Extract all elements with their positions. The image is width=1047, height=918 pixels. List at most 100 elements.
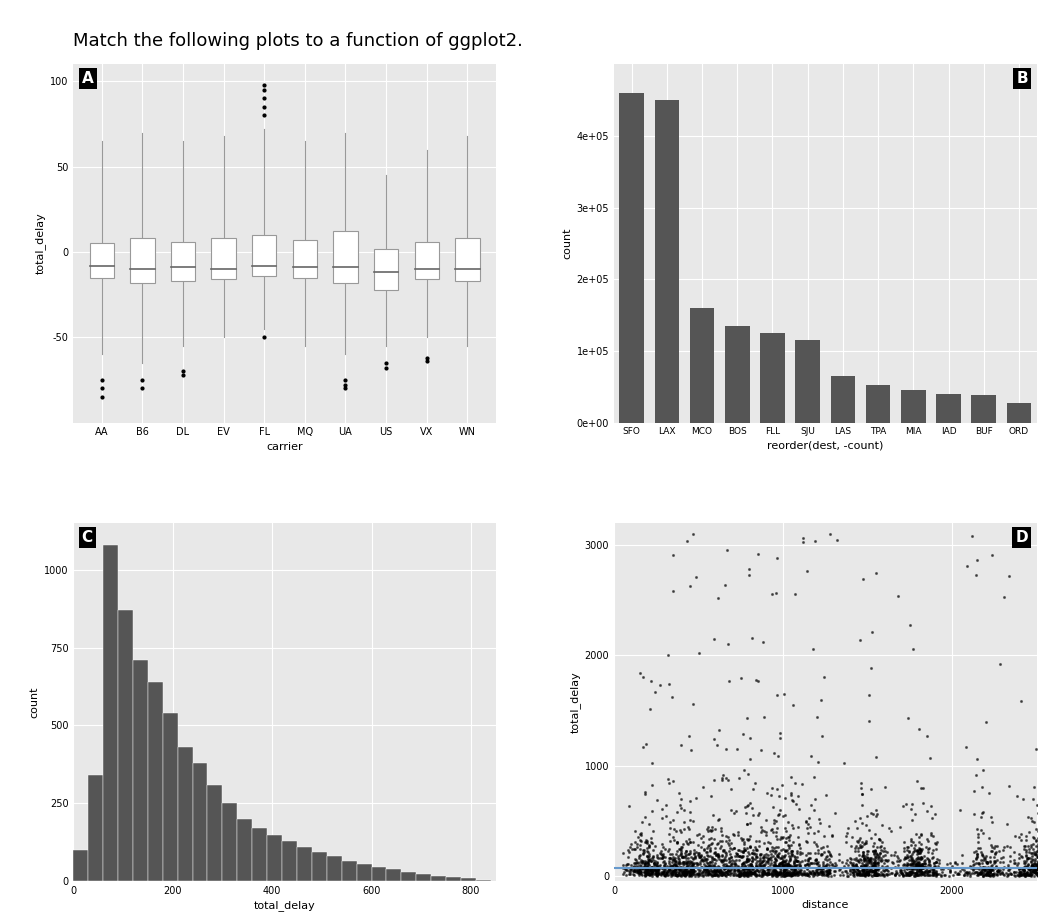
Point — [678, 856, 695, 870]
Point — [622, 865, 639, 879]
Point — [779, 843, 796, 857]
Point — [875, 844, 892, 858]
Point — [925, 867, 941, 881]
Point — [1016, 865, 1032, 879]
Point — [937, 868, 954, 882]
Point — [1033, 866, 1047, 880]
Point — [814, 865, 830, 879]
Point — [913, 866, 930, 880]
Point — [1025, 860, 1042, 875]
Point — [1041, 865, 1047, 879]
Point — [896, 865, 913, 879]
Point — [896, 849, 913, 864]
Point — [682, 861, 698, 876]
Point — [898, 866, 915, 880]
Point — [1029, 842, 1046, 856]
Point — [905, 845, 921, 859]
Point — [741, 866, 758, 880]
Point — [1035, 829, 1047, 844]
Bar — [207, 785, 222, 881]
Point — [661, 854, 677, 868]
Point — [799, 867, 816, 881]
Point — [654, 849, 671, 864]
Point — [1022, 865, 1039, 879]
Point — [864, 865, 881, 879]
Point — [687, 864, 704, 879]
Point — [658, 868, 674, 882]
Point — [692, 859, 709, 874]
Point — [783, 844, 800, 858]
Point — [849, 863, 866, 878]
Point — [722, 849, 739, 864]
Point — [980, 861, 997, 876]
Point — [661, 859, 677, 874]
Point — [786, 867, 803, 881]
Point — [760, 866, 777, 880]
Point — [757, 867, 774, 881]
Point — [776, 847, 793, 862]
Point — [654, 866, 671, 880]
Point — [1039, 856, 1047, 870]
Point — [935, 861, 952, 876]
Point — [1015, 867, 1031, 881]
Point — [642, 862, 659, 877]
Point — [983, 861, 1000, 876]
Point — [626, 834, 643, 849]
Point — [667, 861, 684, 876]
Point — [867, 851, 884, 866]
Point — [770, 808, 786, 823]
Point — [727, 856, 743, 870]
Point — [626, 842, 643, 856]
Point — [843, 829, 860, 844]
Point — [854, 860, 871, 875]
Point — [1000, 859, 1017, 874]
Point — [988, 864, 1005, 879]
Point — [713, 865, 730, 879]
Point — [660, 868, 676, 882]
Point — [1026, 779, 1043, 794]
Point — [859, 857, 875, 872]
Point — [744, 859, 761, 874]
Point — [685, 862, 701, 877]
Point — [906, 841, 922, 856]
Point — [777, 855, 794, 869]
Point — [668, 860, 685, 875]
Point — [1032, 859, 1047, 874]
Point — [649, 868, 666, 882]
Point — [729, 846, 745, 861]
Point — [718, 858, 735, 873]
Point — [763, 840, 780, 855]
Point — [1022, 840, 1039, 855]
Point — [1033, 862, 1047, 877]
Point — [672, 845, 689, 860]
Point — [1043, 827, 1047, 842]
Point — [982, 858, 999, 873]
Point — [682, 865, 698, 879]
Point — [868, 856, 885, 870]
Point — [706, 831, 722, 845]
Point — [630, 865, 647, 879]
Point — [790, 856, 807, 871]
Point — [780, 857, 797, 872]
Point — [759, 854, 776, 868]
Point — [717, 828, 734, 843]
Point — [915, 866, 932, 880]
Point — [779, 868, 796, 883]
Point — [710, 858, 727, 873]
Point — [686, 867, 703, 881]
Point — [641, 863, 658, 878]
Point — [640, 867, 656, 881]
Point — [977, 863, 994, 878]
Point — [693, 851, 710, 866]
Point — [898, 866, 915, 880]
Point — [904, 812, 920, 827]
Point — [901, 861, 918, 876]
Point — [1024, 863, 1041, 878]
Point — [856, 862, 873, 877]
Point — [1028, 822, 1045, 836]
Point — [868, 868, 885, 882]
Point — [868, 868, 885, 882]
Point — [637, 857, 653, 872]
Point — [968, 849, 985, 864]
Point — [770, 551, 786, 565]
